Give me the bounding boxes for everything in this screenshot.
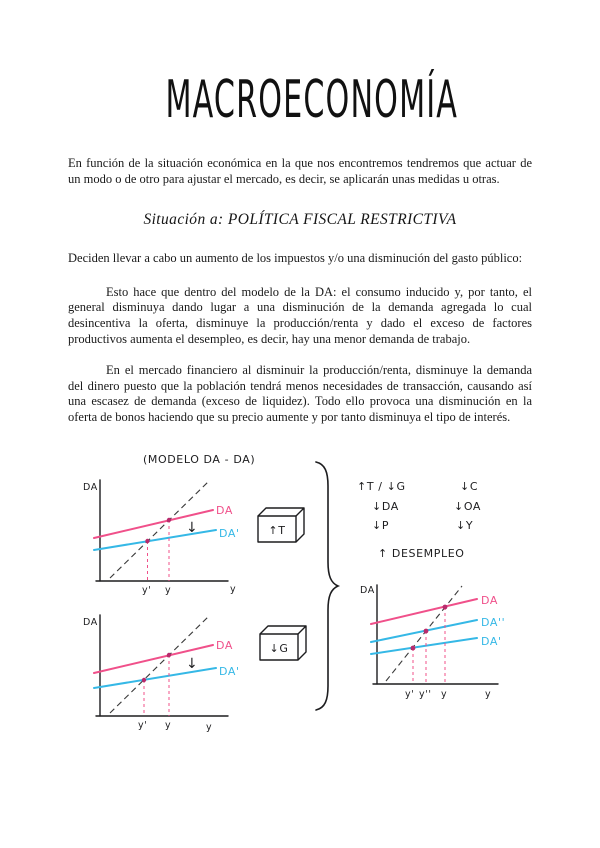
effect-tax-gov: ↑T / ↓G [357,480,406,493]
text-content: MACROECONOMÍA En función de la situación… [0,70,600,426]
da-prime-line [370,637,478,655]
effect-oa: ↓OA [454,500,481,513]
page-title: MACROECONOMÍA [165,70,459,130]
box-3d-edges [257,507,305,543]
tick-y: y [165,720,171,731]
effects-annotations: ↑T / ↓G ↓C ↓DA ↓OA ↓P ↓Y ↑ DESEMPLEO [357,480,481,560]
curly-brace [315,461,341,711]
graph-result: DA DA DA'' DA' y' y'' y y [360,584,505,700]
equilibrium-point [166,517,172,523]
da-model-paragraph: Esto hace que dentro del modelo de la DA… [68,284,532,346]
da-prime-line-label: DA' [219,527,240,540]
shift-down-arrow: ↓ [186,656,198,672]
box-3d-edges [259,625,307,661]
tick-y-prime: y' [405,689,414,700]
da-line-label: DA [216,504,233,517]
equilibrium-point [145,538,150,544]
y-axis-label: DA [83,482,98,493]
decision-paragraph: Deciden llevar a cabo un aumento de los … [68,251,523,266]
effect-consumption: ↓C [460,480,478,493]
da-prime-line [93,667,217,689]
da-prime-label: DA' [481,635,502,648]
45-degree-line [109,481,209,579]
x-axis-label: y [206,722,212,733]
gov-spending-box: ↓G [259,625,307,661]
effect-prices: ↓P [372,519,389,532]
y-axis-label: DA [83,617,98,628]
tax-box-label: ↑T [268,524,285,537]
y-axis-label: DA [360,585,375,596]
da-model-sketch: (MODELO DA - DA) DA DA DA' ↓ y' y y [83,453,505,733]
x-axis-label: y [485,689,491,700]
equilibrium-point [423,628,429,634]
tax-increase-box: ↑T [257,507,305,543]
graph-tax: DA DA DA' ↓ y' y y [83,479,240,596]
da-prime-line-label: DA' [219,665,240,678]
45-degree-line [385,585,463,682]
da-line-label: DA [481,594,498,607]
section-heading: Situación a: POLÍTICA FISCAL RESTRICTIVA [143,211,457,229]
x-axis-label: y [230,584,236,595]
effect-unemployment: ↑ DESEMPLEO [378,547,465,560]
tick-y-prime: y' [142,585,151,596]
box-face [257,515,297,543]
gov-box-label: ↓G [270,642,289,655]
shift-down-arrow: ↓ [186,520,198,536]
effect-output: ↓Y [456,519,473,532]
box-face [259,633,299,661]
model-label: (MODELO DA - DA) [143,453,255,466]
effect-da: ↓DA [372,500,399,513]
graph-gov-spending: DA DA DA' ↓ y' y y [83,614,240,733]
equilibrium-point [141,677,147,683]
45-degree-line [109,616,209,714]
da-double-prime-label: DA'' [481,616,505,629]
hand-drawn-diagram: (MODELO DA - DA) DA DA DA' ↓ y' y y [0,446,600,746]
equilibrium-point [410,645,416,651]
equilibrium-point [166,652,172,658]
financial-market-paragraph: En el mercado financiero al disminuir la… [68,363,532,424]
tick-y: y [441,689,447,700]
da-line [93,644,214,674]
intro-paragraph: En función de la situación económica en … [68,156,532,186]
da-prime-line [93,529,217,551]
tick-y: y [165,585,171,596]
da-line [370,598,478,625]
tick-y-double-prime: y'' [419,689,432,700]
da-line-label: DA [216,639,233,652]
tick-y-prime: y' [138,720,147,731]
equilibrium-point [442,604,448,610]
da-line [93,509,214,539]
